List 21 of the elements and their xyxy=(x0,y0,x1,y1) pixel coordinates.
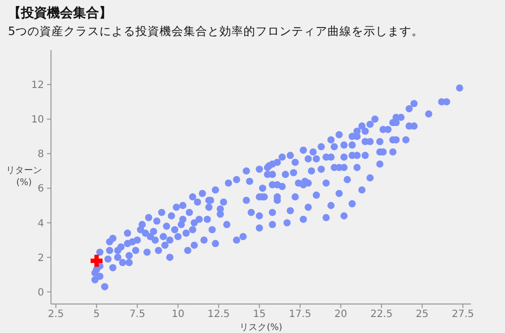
y-tick-label: 8 xyxy=(38,149,44,160)
y-tick-label: 6 xyxy=(38,184,44,195)
x-tick-label: 5 xyxy=(93,309,100,320)
chart-subtitle: 5つの資産クラスによる投資機会集合と効率的フロンティア曲線を示します。 xyxy=(8,24,424,39)
chart-title: 【投資機会集合】 xyxy=(8,5,112,22)
x-tick-label: 22.5 xyxy=(370,309,393,320)
x-tick-label: 17.5 xyxy=(288,309,312,320)
x-tick-label: 20 xyxy=(334,309,348,320)
y-tick-label: 0 xyxy=(38,287,44,298)
x-axis-title: リスク(%) xyxy=(240,323,282,333)
y-tick-label: 4 xyxy=(38,218,44,230)
x-tick-label: 10 xyxy=(172,309,184,320)
x-tick-label: 7.5 xyxy=(129,309,146,320)
y-tick-label: 10 xyxy=(31,114,44,126)
y-tick-label: 2 xyxy=(38,252,44,264)
x-tick-label: 15 xyxy=(253,309,266,320)
y-tick-label: 12 xyxy=(31,80,44,92)
x-tick-label: 25 xyxy=(416,309,429,320)
x-tick-label: 12.5 xyxy=(208,309,230,320)
x-tick-label: 27.5 xyxy=(452,309,474,320)
x-tick-label: 2.5 xyxy=(48,309,64,320)
